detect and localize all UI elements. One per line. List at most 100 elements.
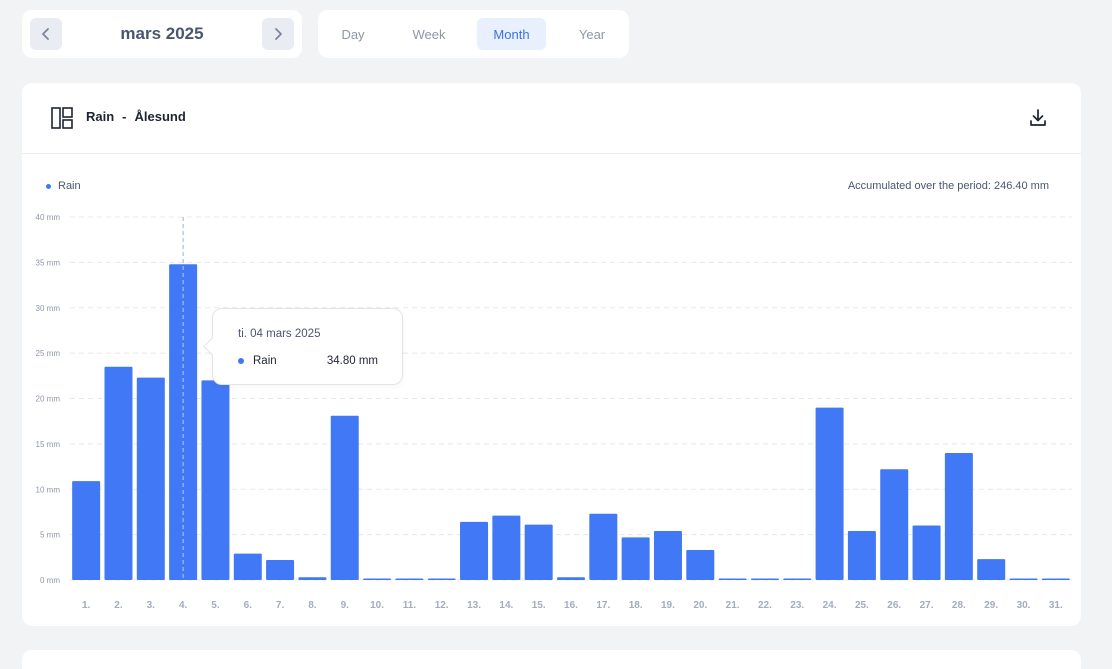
x-tick-label: 2. bbox=[114, 600, 123, 611]
x-tick-label: 26. bbox=[887, 600, 901, 611]
x-tick-label: 23. bbox=[790, 600, 804, 611]
y-tick-label: 20 mm bbox=[36, 395, 61, 404]
x-tick-label: 17. bbox=[596, 600, 610, 611]
legend-rain-label: Rain bbox=[58, 180, 81, 192]
bar[interactable] bbox=[880, 469, 909, 580]
bar[interactable] bbox=[395, 578, 424, 581]
chevron-right-icon bbox=[275, 28, 282, 40]
bar[interactable] bbox=[72, 481, 101, 580]
x-tick-label: 16. bbox=[564, 600, 578, 611]
card-header: Rain - Ålesund bbox=[22, 83, 1081, 154]
bar[interactable] bbox=[653, 530, 682, 580]
x-tick-label: 28. bbox=[952, 600, 966, 611]
y-tick-label: 25 mm bbox=[36, 349, 61, 358]
x-tick-label: 14. bbox=[499, 600, 513, 611]
bar[interactable] bbox=[1009, 578, 1038, 581]
x-tick-label: 12. bbox=[435, 600, 449, 611]
bar[interactable] bbox=[718, 578, 747, 581]
bar[interactable] bbox=[266, 560, 295, 580]
tooltip-value: 34.80 mm bbox=[326, 355, 378, 367]
tab-week[interactable]: Week bbox=[412, 26, 446, 42]
secondary-card bbox=[22, 650, 1081, 669]
x-tick-label: 11. bbox=[403, 600, 417, 611]
bar[interactable] bbox=[330, 415, 359, 580]
accumulated-total: Accumulated over the period: 246.40 mm bbox=[847, 180, 1049, 192]
bar[interactable] bbox=[363, 578, 392, 581]
x-tick-label: 18. bbox=[629, 600, 643, 611]
x-tick-label: 19. bbox=[661, 600, 675, 611]
card-title-location: Ålesund bbox=[134, 109, 186, 124]
bar[interactable] bbox=[104, 366, 133, 580]
bar[interactable] bbox=[621, 537, 650, 580]
x-tick-label: 10. bbox=[370, 600, 384, 611]
tab-day[interactable]: Day bbox=[341, 26, 365, 42]
month-navigator: mars 2025 bbox=[22, 10, 302, 58]
x-tick-label: 7. bbox=[276, 600, 285, 611]
x-tick-label: 21. bbox=[726, 600, 740, 611]
x-tick-label: 5. bbox=[211, 600, 220, 611]
legend-rain-dot bbox=[46, 183, 51, 189]
bar[interactable] bbox=[912, 525, 941, 580]
x-tick-label: 6. bbox=[244, 600, 253, 611]
x-tick-label: 3. bbox=[147, 600, 156, 611]
tab-month[interactable]: Month bbox=[477, 18, 546, 50]
y-tick-label: 0 mm bbox=[40, 576, 60, 585]
view-tabs: Day Week Month Year bbox=[318, 10, 629, 58]
card-title-metric: Rain bbox=[86, 109, 115, 124]
current-month-label: mars 2025 bbox=[120, 24, 204, 43]
x-tick-label: 8. bbox=[308, 600, 317, 611]
x-tick-label: 15. bbox=[532, 600, 546, 611]
tab-year[interactable]: Year bbox=[578, 26, 606, 42]
bar[interactable] bbox=[944, 452, 973, 580]
bar[interactable] bbox=[492, 515, 521, 580]
y-tick-label: 15 mm bbox=[36, 440, 61, 449]
y-tick-label: 40 mm bbox=[36, 213, 61, 222]
bar[interactable] bbox=[460, 521, 489, 580]
chart-legend[interactable]: Rain bbox=[46, 180, 81, 192]
tooltip-date: ti. 04 mars 2025 bbox=[238, 328, 321, 340]
chevron-left-icon bbox=[42, 28, 49, 40]
chart-tooltip: ti. 04 mars 2025 Rain 34.80 mm bbox=[203, 308, 403, 385]
x-tick-label: 27. bbox=[920, 600, 934, 611]
bar[interactable] bbox=[524, 524, 553, 580]
x-tick-label: 24. bbox=[823, 600, 837, 611]
y-tick-label: 5 mm bbox=[40, 531, 60, 540]
x-tick-label: 4. bbox=[179, 600, 188, 611]
tooltip-series-label: Rain bbox=[253, 355, 277, 367]
bar[interactable] bbox=[557, 577, 585, 580]
layout-icon[interactable] bbox=[51, 107, 73, 129]
card-title-separator: - bbox=[122, 109, 127, 124]
x-tick-label: 25. bbox=[855, 600, 869, 611]
bar[interactable] bbox=[686, 550, 715, 580]
bar[interactable] bbox=[201, 380, 230, 580]
x-tick-label: 31. bbox=[1049, 600, 1063, 611]
x-tick-label: 13. bbox=[467, 600, 481, 611]
previous-month-button[interactable] bbox=[30, 18, 62, 50]
tooltip-row: Rain 34.80 mm bbox=[238, 355, 378, 367]
bar[interactable] bbox=[750, 578, 779, 581]
bar[interactable] bbox=[783, 578, 812, 581]
next-month-button[interactable] bbox=[262, 18, 294, 50]
card-title: Rain - Ålesund bbox=[86, 109, 186, 124]
x-tick-label: 1. bbox=[82, 600, 91, 611]
bar[interactable] bbox=[847, 530, 876, 580]
bar[interactable] bbox=[815, 407, 844, 580]
y-tick-label: 30 mm bbox=[36, 304, 61, 313]
x-tick-label: 20. bbox=[693, 600, 707, 611]
bar[interactable] bbox=[298, 577, 327, 580]
bar[interactable] bbox=[427, 578, 456, 581]
download-icon[interactable] bbox=[1028, 108, 1048, 128]
x-tick-label: 9. bbox=[341, 600, 350, 611]
x-tick-label: 29. bbox=[984, 600, 998, 611]
x-tick-label: 22. bbox=[758, 600, 772, 611]
bar[interactable] bbox=[136, 377, 165, 580]
tooltip-series-dot bbox=[238, 358, 244, 364]
y-tick-label: 10 mm bbox=[36, 485, 61, 494]
bar[interactable] bbox=[233, 553, 262, 580]
y-tick-label: 35 mm bbox=[36, 258, 61, 267]
x-tick-label: 30. bbox=[1017, 600, 1031, 611]
bar[interactable] bbox=[977, 559, 1006, 580]
bar[interactable] bbox=[589, 513, 618, 580]
bar[interactable] bbox=[1041, 578, 1070, 581]
